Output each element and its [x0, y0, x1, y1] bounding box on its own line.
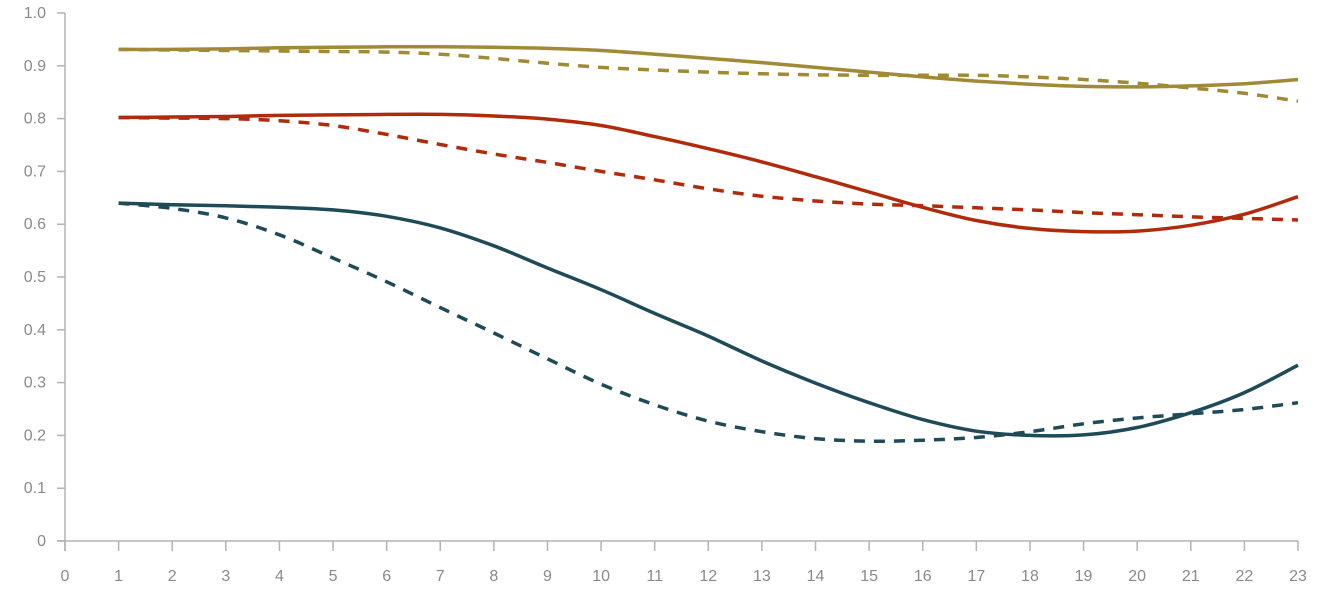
y-tick-label: 0.9: [24, 58, 46, 75]
y-tick-label: 0.1: [24, 480, 46, 497]
series-line-2-dashed: [118, 47, 1299, 103]
y-tick-label: 0.7: [24, 163, 46, 180]
y-tick-label: 0.4: [24, 322, 46, 339]
x-tick-label: 7: [436, 568, 445, 585]
y-tick-label: 0: [37, 533, 46, 550]
x-tick-label: 9: [543, 568, 552, 585]
x-tick-label: 4: [275, 568, 284, 585]
x-tick-label: 17: [967, 568, 985, 585]
x-tick-label: 20: [1128, 568, 1146, 585]
y-tick-label: 1.0: [24, 5, 46, 22]
series-line-4-dashed: [118, 115, 1299, 222]
x-tick-label: 16: [914, 568, 932, 585]
x-tick-label: 14: [807, 568, 825, 585]
x-tick-label: 3: [221, 568, 230, 585]
x-tick-label: 5: [329, 568, 338, 585]
x-tick-label: 22: [1235, 568, 1253, 585]
x-tick-label: 12: [699, 568, 717, 585]
x-tick-label: 0: [61, 568, 70, 585]
y-tick-label: 0.6: [24, 216, 46, 233]
x-tick-label: 11: [646, 568, 663, 585]
y-tick-label: 0.5: [24, 269, 46, 286]
y-tick-label: 0.2: [24, 427, 46, 444]
series-layer: [118, 44, 1299, 444]
y-tick-label: 0.3: [24, 375, 46, 392]
y-tick-label: 0.8: [24, 111, 46, 128]
series-line-5-solid: [118, 201, 1299, 438]
series-line-1-solid: [118, 44, 1299, 89]
series-line-3-solid: [118, 112, 1299, 234]
x-tick-label: 10: [592, 568, 610, 585]
series-line-6-dashed: [118, 201, 1299, 444]
axes: 00.10.20.30.40.50.60.70.80.91.00 1 2 3 4 5 6 7 8…: [24, 5, 1307, 585]
x-tick-label: 23: [1289, 568, 1307, 585]
x-tick-label: 6: [382, 568, 391, 585]
x-tick-label: 15: [860, 568, 878, 585]
x-tick-label: 13: [753, 568, 771, 585]
x-tick-label: 1: [114, 568, 123, 585]
x-tick-label: 21: [1182, 568, 1200, 585]
x-tick-label: 19: [1075, 568, 1093, 585]
x-tick-label: 2: [168, 568, 177, 585]
x-tick-label: 8: [489, 568, 498, 585]
x-tick-label: 18: [1021, 568, 1039, 585]
